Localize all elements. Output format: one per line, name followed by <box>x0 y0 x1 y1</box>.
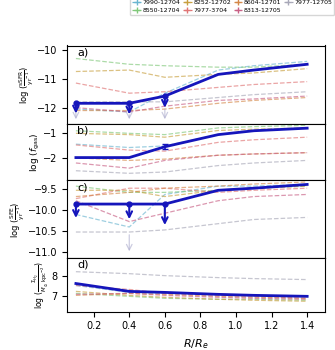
Y-axis label: log ($\frac{\mathrm{SFE}}{\mathrm{yr^{-1}}}$): log ($\frac{\mathrm{SFE}}{\mathrm{yr^{-1… <box>8 201 26 238</box>
Y-axis label: log ($f_{\mathrm{gas}}$): log ($f_{\mathrm{gas}}$) <box>28 132 42 172</box>
X-axis label: $R/R_e$: $R/R_e$ <box>183 337 209 350</box>
Text: b): b) <box>77 125 89 135</box>
Text: d): d) <box>77 260 89 270</box>
Y-axis label: log ($\frac{\Sigma_{\mathrm{H_2}}}{M_\odot\,\mathrm{kpc^{-2}}}$): log ($\frac{\Sigma_{\mathrm{H_2}}}{M_\od… <box>30 261 50 309</box>
Y-axis label: log ($\frac{\mathrm{sSFR}}{\mathrm{yr^{-1}}}$): log ($\frac{\mathrm{sSFR}}{\mathrm{yr^{-… <box>17 65 36 104</box>
Legend: 7990-12704, 8550-12704, 8252-12702, 7977-3704, 8604-12701, 8313-12705, 7977-1270: 7990-12704, 8550-12704, 8252-12702, 7977… <box>130 0 334 15</box>
Text: c): c) <box>77 183 88 193</box>
Text: a): a) <box>77 48 88 58</box>
